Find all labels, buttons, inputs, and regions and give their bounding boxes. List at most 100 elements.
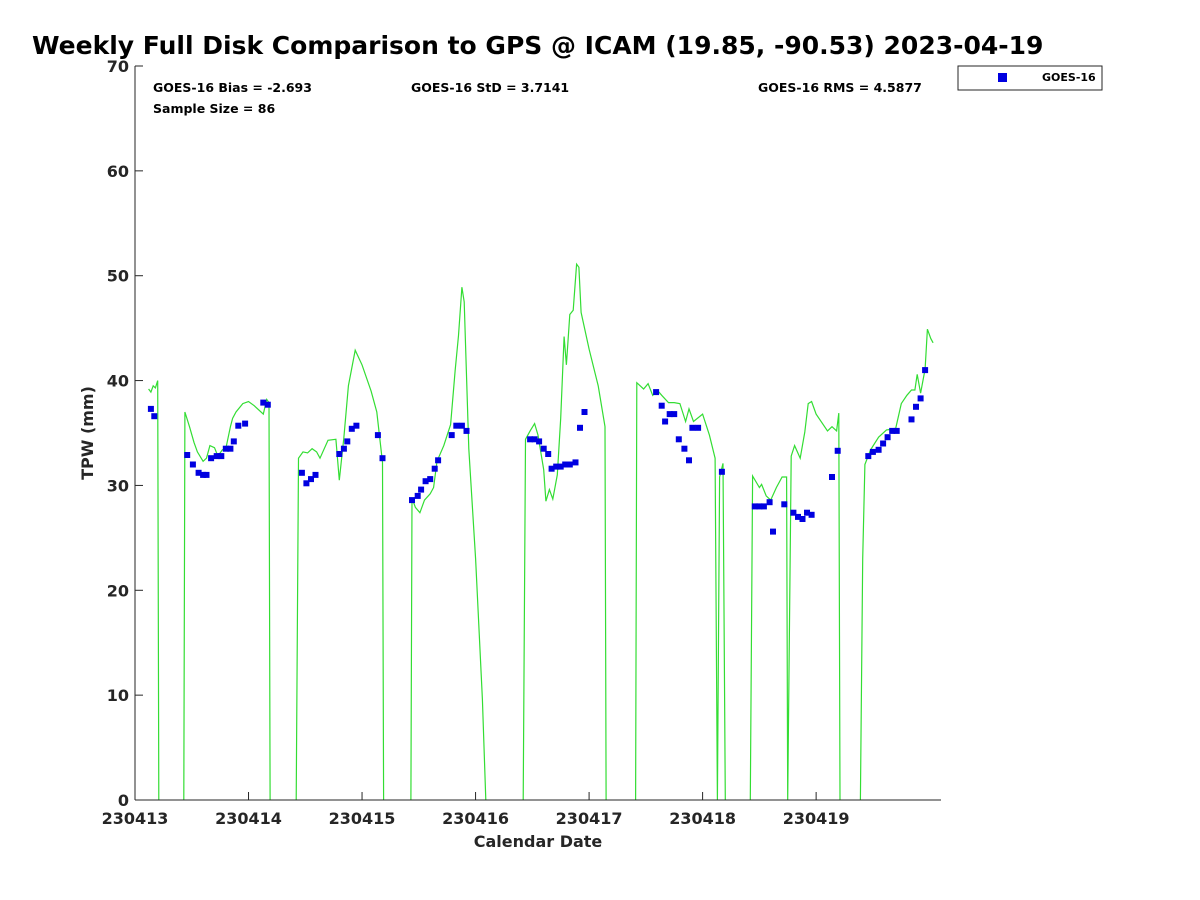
goes16-point [675,436,682,443]
stat-rms: GOES-16 RMS = 4.5877 [758,80,922,95]
stat-sample-size: Sample Size = 86 [153,101,275,116]
goes16-point [151,413,158,420]
goes16-point [808,511,815,518]
y-tick-label: 30 [107,476,129,495]
goes16-point [531,436,538,443]
goes16-point [908,416,915,423]
goes16-point [653,389,660,396]
goes16-point [353,422,360,429]
y-axis-ticks: 0 10 20 30 40 50 60 70 [107,57,143,810]
goes16-point [553,463,560,470]
gps-line-segment [749,400,841,801]
goes16-point [227,445,234,452]
goes16-point [448,432,455,439]
goes16-point [869,448,876,455]
x-tick-label: 230415 [329,809,396,828]
goes16-point [695,424,702,431]
goes16-point [308,476,314,483]
goes16-point [834,447,841,454]
goes16-point [222,445,229,452]
goes16-point [431,465,438,472]
goes16-point [781,501,788,508]
goes16-point [562,461,569,468]
goes16-point [557,463,564,470]
goes16-point [213,453,220,460]
goes16-point [414,492,421,499]
goes16-point [893,427,900,434]
goes16-point [195,469,202,476]
goes16-point [203,471,210,478]
goes16-point [662,418,669,425]
goes16-point [666,411,673,418]
x-tick-label: 230419 [783,809,850,828]
legend-label-goes16: GOES-16 [1042,71,1096,84]
goes16-point [264,401,271,408]
goes16-point [865,453,872,460]
goes16-point [218,453,225,460]
y-tick-label: 20 [107,581,129,600]
y-tick-label: 10 [107,686,129,705]
goes16-point [671,411,678,418]
goes16-point [795,513,801,520]
gps-line-segment [410,287,487,801]
gps-line-segment [634,381,726,801]
goes16-point [790,509,797,516]
goes16-point [884,434,891,441]
chart-title: Weekly Full Disk Comparison to GPS @ ICA… [32,31,1043,60]
goes16-point [303,480,310,487]
goes16-point [348,425,355,432]
goes16-point [799,516,806,522]
gps-line-segment [148,380,160,801]
goes16-point [453,422,460,429]
goes16-point [572,459,579,466]
goes16-point [189,461,196,468]
legend-box [957,65,1103,91]
goes16-point [200,471,207,478]
goes16-point [374,432,381,439]
goes16-point [913,403,919,410]
goes16-point [548,465,555,472]
goes16-point [298,469,305,476]
x-tick-label: 230417 [556,809,623,828]
x-tick-label: 230418 [669,809,736,828]
goes16-point [336,451,343,457]
goes16-point [409,497,415,504]
goes16-point [208,455,215,462]
x-axis-ticks: 230413 230414 230415 230416 230417 230418 2304… [102,792,850,828]
goes16-point [686,457,692,464]
goes16-point [230,438,237,445]
y-axis-label: TPW (mm) [78,386,97,480]
goes16-point [689,424,696,431]
goes16-point [242,420,249,427]
goes16-point [147,405,154,412]
goes16-point [718,468,725,475]
goes16-point [379,455,386,462]
x-axis-label: Calendar Date [474,832,603,851]
goes16-point [581,409,588,415]
goes16-point [435,457,442,464]
goes16-point [917,395,924,402]
goes16-point [235,422,242,429]
goes16-point [260,399,267,406]
goes16-point [766,499,773,506]
goes16-point [829,474,835,480]
goes16-point [880,440,887,447]
y-tick-label: 0 [118,791,129,810]
y-tick-label: 50 [107,267,129,286]
goes16-point [340,445,347,452]
goes16-point [566,461,573,468]
goes16-point [751,503,758,510]
stat-bias: GOES-16 Bias = -2.693 [153,80,312,95]
goes16-point [427,476,434,483]
goes16-point [804,509,810,516]
goes16-point [922,367,929,374]
goes16-point [875,446,882,453]
axes-frame [134,66,941,801]
goes16-series-points [147,367,929,535]
goes16-point [760,503,767,510]
goes16-point [418,486,425,493]
x-tick-label: 230416 [442,809,509,828]
goes16-point [463,427,470,434]
goes16-point [681,445,688,452]
gps-line-segment [522,262,607,801]
